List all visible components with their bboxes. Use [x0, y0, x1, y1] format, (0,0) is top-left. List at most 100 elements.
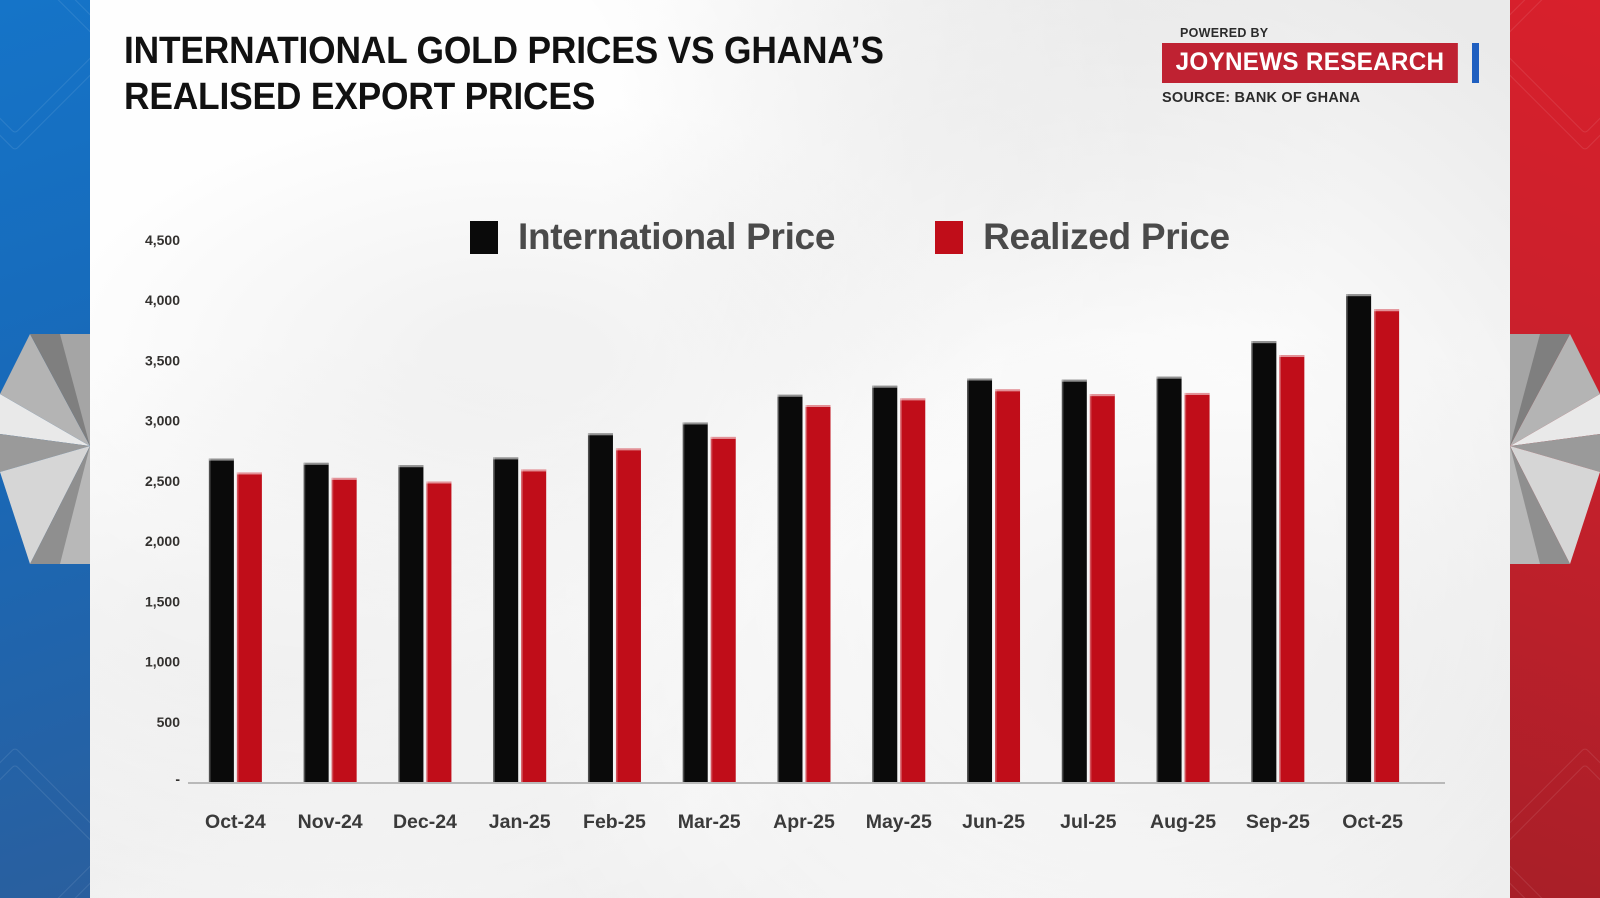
- bar-international[interactable]: [1251, 341, 1277, 782]
- bar-group[interactable]: [872, 385, 898, 782]
- page-title: INTERNATIONAL GOLD PRICES VS GHANA’S REA…: [124, 30, 884, 119]
- bar-highlight-edge: [995, 389, 997, 782]
- bar-realized[interactable]: [1374, 309, 1400, 782]
- bar-highlight-edge: [398, 465, 401, 782]
- brand-kicker: POWERED BY: [1180, 26, 1269, 40]
- bar-international[interactable]: [682, 422, 708, 782]
- bar-group[interactable]: [493, 457, 519, 782]
- bar-highlight-edge: [682, 422, 685, 782]
- bar-highlight-edge: [1089, 394, 1092, 782]
- bar-highlight-edge: [967, 378, 993, 381]
- legend-swatch-international-icon: [470, 220, 498, 254]
- bar-international[interactable]: [587, 433, 613, 782]
- bar-international[interactable]: [967, 378, 993, 782]
- brand-name-banner: JOYNEWS RESEARCH: [1162, 43, 1458, 83]
- bar-group[interactable]: [1184, 392, 1210, 782]
- bar-group[interactable]: [710, 436, 736, 782]
- bar-realized[interactable]: [615, 448, 641, 782]
- bar-group[interactable]: [1156, 376, 1182, 782]
- left-decorative-panel: [0, 0, 90, 898]
- right-panel-star-emblem: [1510, 334, 1600, 564]
- bar-realized[interactable]: [710, 436, 736, 782]
- bar-group[interactable]: [900, 398, 926, 782]
- y-axis-tick-label: 2,500: [145, 473, 180, 489]
- bar-highlight-edge: [872, 385, 898, 388]
- bar-group[interactable]: [1374, 309, 1400, 782]
- bar-group[interactable]: [331, 477, 357, 782]
- bar-group[interactable]: [587, 433, 613, 782]
- bar-realized[interactable]: [426, 481, 452, 782]
- bar-realized[interactable]: [1089, 394, 1115, 782]
- bar-highlight-edge: [1251, 341, 1253, 782]
- bar-highlight-edge: [331, 477, 357, 480]
- bar-international[interactable]: [493, 457, 519, 782]
- bar-group[interactable]: [777, 394, 803, 782]
- y-axis-tick-label: 3,000: [145, 413, 180, 429]
- bar-highlight-edge: [1346, 294, 1348, 782]
- bar-highlight-edge: [900, 398, 926, 401]
- bar-highlight-edge: [236, 472, 262, 475]
- bar-highlight-edge: [872, 385, 874, 782]
- bar-group[interactable]: [1061, 379, 1087, 782]
- bar-chart-plot-area: - 500 1,000 1,500 2,000 2,500 3,000 3,500 4,000 4…: [90, 0, 1510, 898]
- bar-group[interactable]: [208, 458, 234, 782]
- bar-highlight-edge: [777, 394, 803, 397]
- bar-international[interactable]: [777, 394, 803, 782]
- bar-group[interactable]: [1346, 294, 1372, 782]
- bar-highlight-edge: [1251, 341, 1277, 344]
- bar-highlight-edge: [521, 469, 547, 472]
- bar-highlight-edge: [1156, 376, 1182, 379]
- bar-group[interactable]: [805, 405, 831, 782]
- bar-international[interactable]: [398, 465, 424, 782]
- bar-international[interactable]: [1156, 376, 1182, 782]
- bar-realized[interactable]: [995, 389, 1021, 782]
- bar-highlight-edge: [967, 378, 969, 782]
- brand-accent-bar: [1472, 43, 1480, 83]
- bar-highlight-edge: [1061, 379, 1087, 382]
- bar-group[interactable]: [398, 465, 424, 782]
- bar-group[interactable]: [1279, 355, 1305, 782]
- bar-group[interactable]: [1089, 394, 1115, 782]
- bar-group[interactable]: [995, 389, 1021, 782]
- bar-group[interactable]: [521, 469, 547, 782]
- bar-group[interactable]: [682, 422, 708, 782]
- x-axis-tick-label: Sep-25: [1246, 811, 1310, 833]
- bar-international[interactable]: [303, 462, 329, 782]
- bar-highlight-edge: [805, 405, 808, 782]
- x-axis-tick-label: Oct-24: [205, 811, 266, 833]
- bar-highlight-edge: [398, 465, 424, 468]
- x-axis-tick-label: Dec-24: [393, 811, 457, 833]
- bar-highlight-edge: [900, 398, 902, 782]
- bar-group[interactable]: [303, 462, 329, 782]
- bar-realized[interactable]: [805, 405, 831, 782]
- bar-group[interactable]: [1251, 341, 1277, 782]
- bar-international[interactable]: [1346, 294, 1372, 782]
- bar-highlight-edge: [208, 458, 234, 461]
- bar-highlight-edge: [426, 481, 429, 782]
- bar-highlight-edge: [493, 457, 495, 782]
- bar-highlight-edge: [710, 436, 736, 439]
- legend-item-realized[interactable]: Realized Price: [935, 216, 1230, 258]
- legend-label-international: International Price: [518, 216, 836, 257]
- bar-realized[interactable]: [331, 477, 357, 782]
- bar-international[interactable]: [208, 458, 234, 782]
- bar-highlight-edge: [777, 394, 780, 782]
- bar-group[interactable]: [426, 481, 452, 782]
- bar-international[interactable]: [1061, 379, 1087, 782]
- bar-group[interactable]: [236, 472, 262, 782]
- y-axis-tick-label: 4,000: [145, 292, 180, 308]
- bar-highlight-edge: [587, 433, 590, 782]
- y-axis-tick-label: 2,000: [145, 533, 180, 549]
- bar-group[interactable]: [967, 378, 993, 782]
- bar-chart-svg: - 500 1,000 1,500 2,000 2,500 3,000 3,500 4,000 4…: [145, 232, 1445, 833]
- bar-international[interactable]: [872, 385, 898, 782]
- bar-realized[interactable]: [1184, 392, 1210, 782]
- bar-highlight-edge: [995, 389, 1021, 392]
- bar-realized[interactable]: [1279, 355, 1305, 782]
- legend-item-international[interactable]: International Price: [470, 216, 835, 258]
- bar-realized[interactable]: [521, 469, 547, 782]
- bar-realized[interactable]: [900, 398, 926, 782]
- bar-group[interactable]: [615, 448, 641, 782]
- bar-highlight-edge: [236, 472, 239, 782]
- bar-realized[interactable]: [236, 472, 262, 782]
